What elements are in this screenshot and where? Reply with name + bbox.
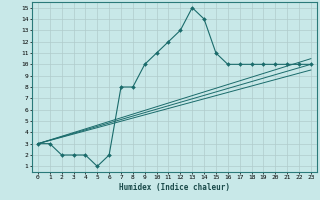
- X-axis label: Humidex (Indice chaleur): Humidex (Indice chaleur): [119, 183, 230, 192]
